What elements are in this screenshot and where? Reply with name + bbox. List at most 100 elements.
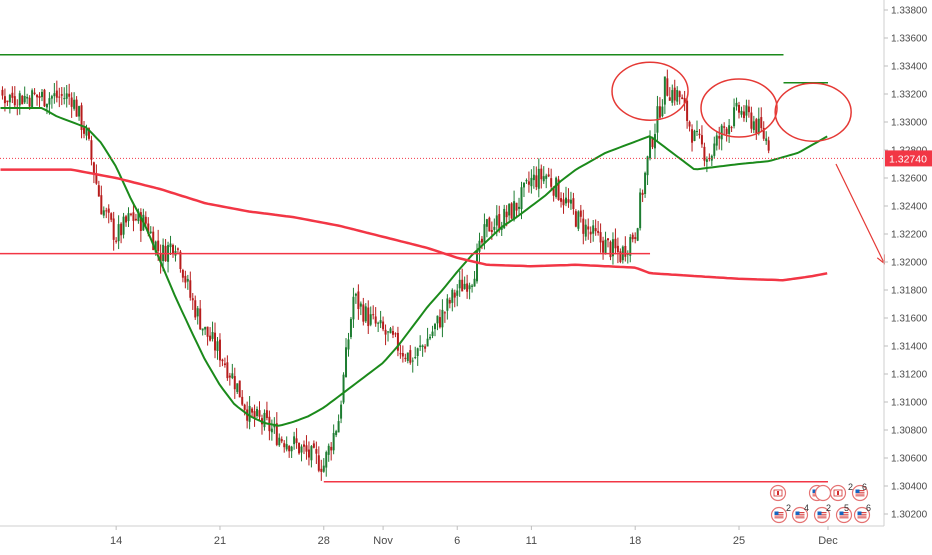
candle-body — [399, 353, 402, 355]
candle-body — [755, 119, 758, 134]
x-tick-label: Nov — [373, 535, 393, 547]
candle-body — [238, 380, 241, 398]
candle-body — [90, 140, 93, 160]
candle-body — [372, 314, 375, 316]
candle-body — [332, 432, 335, 451]
candle-body — [60, 94, 63, 96]
candle-body — [218, 339, 221, 361]
candle-body — [41, 91, 43, 98]
candle-body — [194, 300, 197, 318]
candle-body — [115, 240, 118, 242]
x-tick-label: 6 — [454, 535, 460, 547]
candle-body — [379, 320, 382, 324]
candle-body — [251, 408, 254, 413]
candle-body — [609, 241, 612, 258]
candle-body — [441, 309, 444, 328]
flag-ca-icon[interactable] — [829, 484, 847, 502]
candle-body — [228, 375, 231, 378]
candle-body — [431, 331, 434, 337]
candle-body — [762, 127, 765, 139]
flag-us-icon[interactable] — [814, 484, 832, 502]
x-tick-label: 18 — [629, 535, 641, 547]
candle-body — [216, 341, 219, 351]
candle-body — [102, 210, 105, 216]
candle-body — [315, 449, 318, 454]
circle-peak-3[interactable] — [774, 82, 852, 142]
flag-us-icon[interactable] — [853, 506, 871, 524]
candle-body — [176, 248, 179, 250]
candle-body — [730, 127, 733, 129]
candle-body — [567, 199, 570, 203]
candle-body — [718, 136, 721, 139]
flag-us-icon[interactable] — [791, 506, 809, 524]
candle-body — [703, 146, 706, 161]
candle-body — [584, 224, 587, 237]
candle-body — [668, 97, 671, 101]
y-tick-label: 1.30600 — [891, 454, 928, 465]
y-tick-label: 1.31400 — [891, 342, 928, 353]
candle-body — [129, 213, 132, 215]
candle-body — [18, 93, 21, 106]
y-tick-label: 1.32000 — [891, 258, 928, 269]
flag-us-icon[interactable] — [813, 506, 831, 524]
y-tick-label: 1.33600 — [891, 34, 928, 45]
candle-body — [446, 298, 449, 311]
candle-body — [330, 446, 333, 451]
candle-body — [461, 279, 464, 292]
candle-body — [345, 347, 348, 378]
candle-body — [597, 230, 600, 233]
circle-peak-2[interactable] — [700, 78, 778, 138]
candle-body — [488, 217, 491, 232]
circle-peak-1[interactable] — [611, 61, 689, 121]
candle-body — [253, 411, 256, 419]
flag-ca-icon[interactable] — [769, 484, 787, 502]
candle-body — [562, 199, 565, 206]
flag-us-icon[interactable] — [770, 506, 788, 524]
candle-body — [43, 89, 46, 107]
candle-body — [510, 203, 513, 219]
candle-body — [604, 239, 607, 255]
candle-body — [263, 412, 266, 428]
candle-body — [122, 216, 125, 235]
candle-body — [564, 197, 567, 204]
candle-body — [275, 423, 278, 445]
candle-body — [429, 336, 432, 339]
candle-body — [683, 97, 686, 104]
candle-body — [767, 140, 770, 151]
y-tick-label: 1.31600 — [891, 314, 928, 325]
candle-body — [631, 234, 634, 240]
candle-body — [342, 374, 345, 403]
y-tick-label: 1.32400 — [891, 202, 928, 213]
candle-body — [522, 182, 525, 188]
candle-body — [473, 278, 476, 287]
candle-body — [582, 218, 585, 234]
flag-us-icon[interactable] — [851, 484, 869, 502]
candle-body — [95, 174, 98, 184]
y-tick-label: 1.30200 — [891, 510, 928, 521]
candle-body — [196, 308, 199, 317]
projection-arrow[interactable] — [835, 163, 885, 264]
candle-body — [100, 195, 103, 215]
candle-body — [577, 211, 580, 229]
candle-body — [374, 316, 377, 324]
candle-body — [211, 332, 214, 339]
candle-body — [634, 237, 637, 239]
event-count-badge: 2 — [826, 503, 831, 513]
drawings-layer — [0, 54, 885, 483]
candle-body — [592, 225, 595, 234]
flag-us-icon[interactable] — [835, 506, 853, 524]
candle-body — [83, 127, 86, 134]
candle-body — [478, 240, 481, 252]
candle-body — [394, 333, 397, 335]
candle-body — [490, 229, 493, 233]
candle-body — [740, 110, 743, 115]
candle-body — [280, 439, 283, 442]
candle-body — [186, 278, 189, 282]
candle-body — [184, 275, 187, 283]
candle-body — [337, 421, 340, 433]
candle-body — [700, 135, 703, 145]
candle-body — [312, 443, 315, 448]
candle-body — [310, 446, 313, 461]
